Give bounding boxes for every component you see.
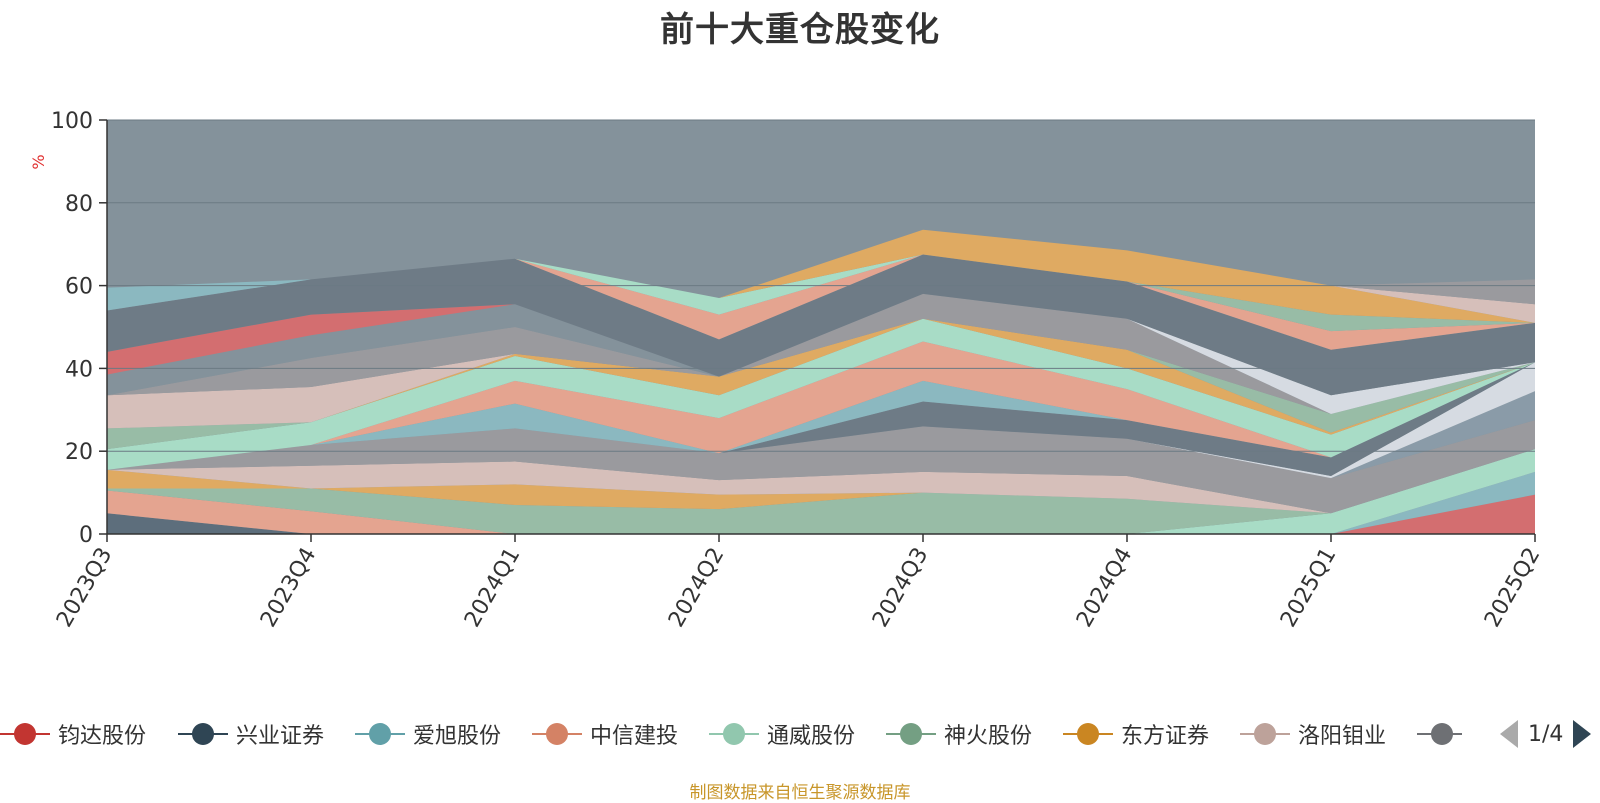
legend-swatch-icon [1063,722,1113,746]
y-tick-label: 100 [51,109,93,134]
area-series-7 [107,449,1535,514]
legend-item[interactable]: 钧达股份 [0,716,146,752]
area-series-8 [107,420,1535,514]
x-tick-label: 2024Q4 [1072,544,1137,632]
legend-swatch-icon [1417,722,1462,746]
legend-dot [14,723,36,745]
area-series-25 [107,254,1535,332]
area-series-24 [107,254,1535,350]
legend-pager: 1/4 [1500,716,1592,752]
legend-swatch-icon [178,722,228,746]
legend-swatch-icon [532,722,582,746]
area-series-0 [107,494,1535,534]
legend-item[interactable]: 洛阳钼业 [1240,716,1386,752]
legend-label: 洛阳钼业 [1298,724,1387,749]
grid-layer [107,119,1535,452]
legend-label: 爱旭股份 [413,724,502,749]
x-tick-label: 2024Q2 [664,544,729,632]
area-series-6 [107,449,1535,514]
legend-swatch-icon [355,722,405,746]
legend-swatch-icon [1240,722,1290,746]
legend-label: 神火股份 [944,724,1033,749]
x-tick-label: 2025Q2 [1480,544,1545,632]
legend-item[interactable]: 爱旭股份 [355,716,501,752]
area-series-28 [107,229,1535,323]
area-series-19 [107,293,1535,414]
area-series-21 [107,293,1535,396]
x-tick-label: 2025Q1 [1276,544,1341,632]
legend-items: 钧达股份 兴业证券 爱旭股份 中信建投 通威股份 神火股份 东方证券 洛阳钼业 [0,716,1462,752]
x-tick-label: 2024Q3 [868,544,933,632]
legend-dot [900,723,922,745]
source-note: 制图数据来自恒生聚源数据库 [689,783,911,803]
pager-next-icon[interactable] [1573,720,1592,748]
legend-item[interactable] [1417,716,1462,752]
pager-text: 1/4 [1528,721,1564,747]
legend-dot [192,723,214,745]
area-series-11 [107,362,1535,477]
y-tick-label: 80 [65,192,93,217]
chart-svg: 0 20 40 60 80 100 2023Q3 2023Q4 2024Q1 2024Q2 2024… [29,109,1545,632]
area-series-5 [107,449,1535,534]
pager-prev-icon[interactable] [1500,720,1518,748]
area-series-23 [107,254,1535,396]
legend-dot [369,723,391,745]
series-layer [107,229,1535,534]
legend-label: 兴业证券 [236,724,325,749]
legend-label: 通威股份 [767,724,856,749]
legend-label: 东方证券 [1121,724,1210,749]
x-tick-label: 2023Q4 [256,544,321,632]
legend-item[interactable]: 东方证券 [1063,716,1209,752]
legend-item[interactable]: 中信建投 [532,716,678,752]
legend-item[interactable]: 通威股份 [709,716,855,752]
legend-dot [723,723,745,745]
area-series-13 [107,341,1535,470]
y-tick-label: 0 [79,523,93,548]
area-series-17 [107,318,1535,433]
y-axis-unit: % [29,154,48,169]
legend-item[interactable]: 兴业证券 [178,716,324,752]
area-series-3 [107,471,1535,534]
legend-swatch-icon [886,722,936,746]
x-tick-label: 2023Q3 [52,544,117,632]
y-tick-label: 60 [65,275,93,300]
legend: 钧达股份 兴业证券 爱旭股份 中信建投 通威股份 神火股份 东方证券 洛阳钼业 [0,716,1600,752]
x-tick-label: 2024Q1 [460,544,525,632]
chart-title: 前十大重仓股变化 [660,10,940,50]
legend-dot [1431,723,1453,745]
legend-item[interactable]: 神火股份 [886,716,1032,752]
y-tick-label: 40 [65,357,93,382]
legend-label: 中信建投 [590,724,679,749]
y-tick-label: 20 [65,440,93,465]
legend-dot [1077,723,1099,745]
legend-swatch-icon [709,722,759,746]
legend-label: 钧达股份 [58,724,147,749]
area-series-1 [107,494,1535,534]
legend-swatch-icon [0,722,50,746]
legend-dot [1254,723,1276,745]
legend-dot [546,723,568,745]
